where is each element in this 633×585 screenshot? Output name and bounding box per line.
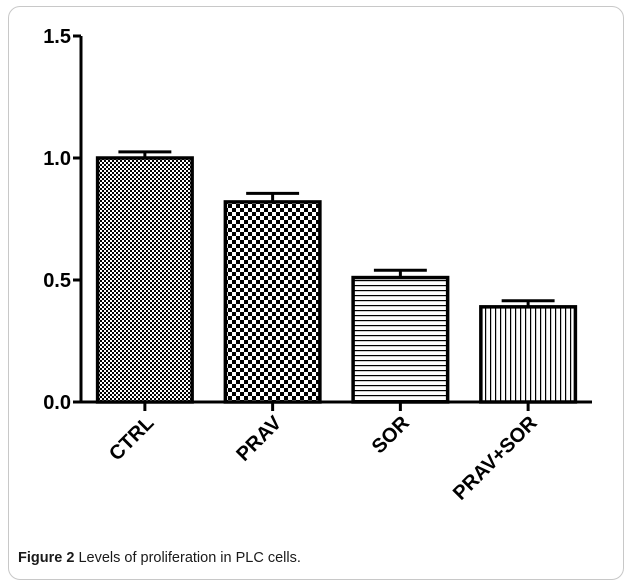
bar (223, 200, 322, 404)
caption-text: Levels of proliferation in PLC cells (78, 550, 297, 566)
y-tick-label: 1.0 (43, 148, 71, 170)
x-tick-label: PRAV+SOR (449, 412, 542, 505)
x-tick-label: CTRL (105, 412, 158, 465)
bar (351, 275, 450, 404)
bar (95, 156, 194, 404)
bar (479, 305, 578, 404)
caption-label: Figure 2 (18, 550, 75, 566)
x-tick-label: PRAV (232, 412, 286, 466)
figure-caption: Figure 2 Levels of proliferation in PLC … (18, 550, 301, 566)
y-tick-label: 0.0 (43, 392, 71, 414)
y-tick-label: 0.5 (43, 270, 71, 292)
caption-period: . (296, 550, 301, 566)
y-tick-label: 1.5 (43, 26, 71, 48)
x-tick-label: SOR (368, 412, 415, 459)
